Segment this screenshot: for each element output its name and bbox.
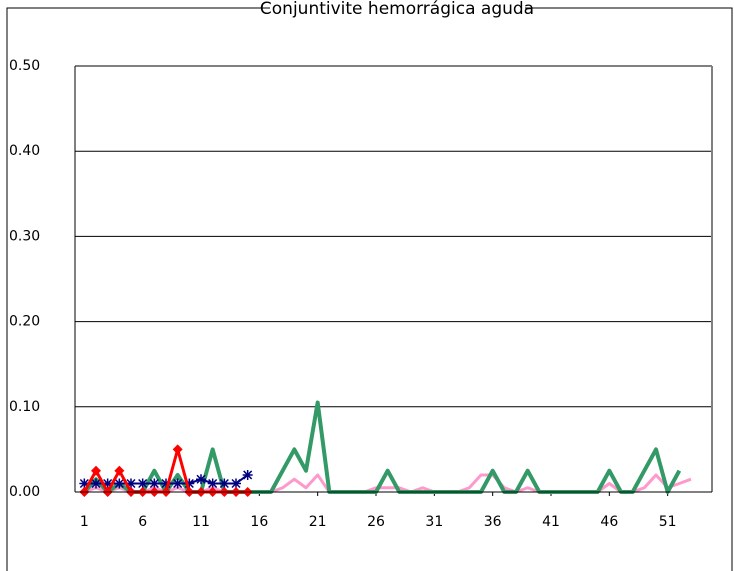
- chart-title: Conjuntivite hemorrágica aguda: [260, 0, 534, 19]
- y-tick-label: 0.50: [9, 58, 40, 74]
- x-tick-label: 11: [192, 514, 210, 530]
- star-marker: [207, 478, 218, 489]
- star-marker: [79, 478, 90, 489]
- star-marker: [196, 474, 206, 485]
- diamond-marker: [172, 444, 183, 455]
- x-tick-label: 21: [309, 514, 327, 530]
- x-tick-label: 46: [600, 514, 618, 530]
- star-marker: [184, 478, 195, 489]
- x-tick-label: 1: [80, 514, 89, 530]
- y-tick-label: 0.00: [9, 484, 40, 500]
- x-tick-label: 31: [425, 514, 443, 530]
- title-background: [270, 0, 525, 16]
- diamond-marker: [114, 465, 125, 476]
- star-marker: [149, 478, 160, 489]
- y-tick-label: 0.20: [9, 314, 40, 330]
- star-marker: [172, 478, 183, 489]
- star-marker: [219, 478, 230, 489]
- diamond-marker: [91, 465, 101, 476]
- star-marker: [242, 469, 253, 480]
- star-marker: [231, 478, 241, 489]
- star-marker: [137, 478, 148, 489]
- series-line: [82, 400, 682, 494]
- x-tick-label: 41: [542, 514, 560, 530]
- y-tick-label: 0.30: [9, 228, 40, 244]
- x-tick-label: 36: [484, 514, 502, 530]
- x-tick-label: 16: [250, 514, 268, 530]
- y-tick-label: 0.10: [9, 399, 40, 415]
- x-tick-label: 6: [138, 514, 147, 530]
- x-tick-label: 26: [367, 514, 385, 530]
- star-marker: [114, 478, 125, 489]
- star-marker: [102, 478, 113, 489]
- y-tick-label: 0.40: [9, 143, 40, 159]
- x-tick-label: 51: [659, 514, 677, 530]
